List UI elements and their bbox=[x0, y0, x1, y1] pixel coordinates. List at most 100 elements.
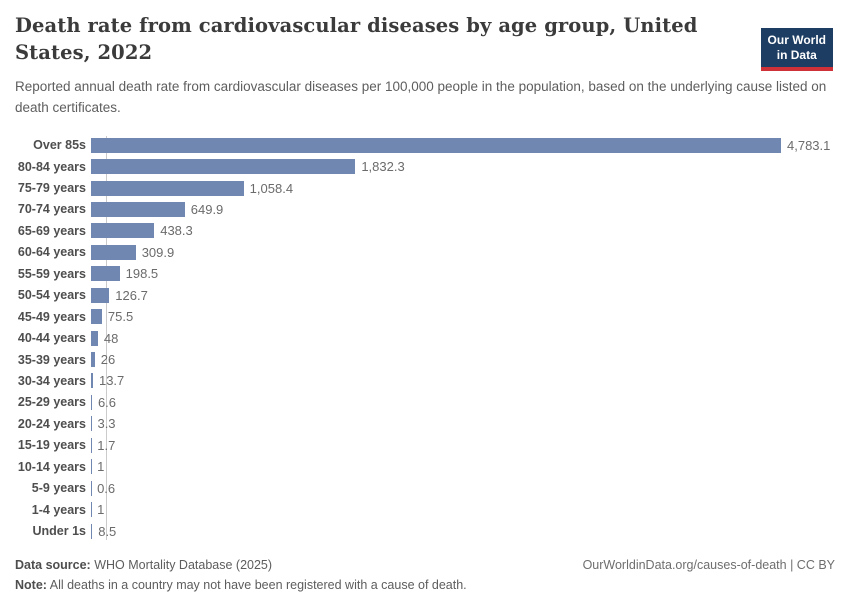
bar[interactable] bbox=[91, 309, 102, 325]
category-label: 50-54 years bbox=[17, 288, 86, 303]
chart-subtitle: Reported annual death rate from cardiova… bbox=[15, 78, 827, 115]
bar-area: 48 bbox=[91, 330, 835, 346]
chart-row: 45-49 years 75.5 bbox=[15, 306, 835, 327]
page-title: Death rate from cardiovascular diseases … bbox=[15, 14, 698, 65]
owid-url-link[interactable]: OurWorldinData.org/causes-of-death | CC … bbox=[582, 557, 835, 572]
value-label: 3.3 bbox=[97, 416, 116, 432]
value-label: 0.6 bbox=[97, 480, 116, 496]
bar[interactable] bbox=[91, 180, 244, 196]
owid-chart-page: Death rate from cardiovascular diseases … bbox=[0, 12, 850, 600]
chart-row: 20-24 years 3.3 bbox=[15, 413, 835, 434]
chart-row: 40-44 years 48 bbox=[15, 327, 835, 348]
owid-logo[interactable]: Our World in Data bbox=[760, 28, 833, 71]
bar-area: 1 bbox=[91, 502, 835, 518]
value-label: 26 bbox=[100, 352, 116, 368]
value-label: 1 bbox=[97, 459, 105, 475]
category-label: 40-44 years bbox=[17, 331, 86, 346]
bar-area: 309.9 bbox=[91, 244, 835, 260]
bar[interactable] bbox=[91, 244, 136, 260]
value-label: 309.9 bbox=[141, 244, 175, 260]
value-label: 8.5 bbox=[98, 523, 117, 539]
bar-area: 4,783.1 bbox=[91, 137, 835, 153]
note-value: All deaths in a country may not have bee… bbox=[46, 577, 467, 592]
bar[interactable] bbox=[91, 523, 93, 539]
value-label: 1 bbox=[97, 502, 105, 518]
bar-area: 1,058.4 bbox=[91, 180, 835, 196]
chart-row: 60-64 years 309.9 bbox=[15, 242, 835, 263]
bar-area: 438.3 bbox=[91, 223, 835, 239]
bar[interactable] bbox=[91, 159, 356, 175]
value-label: 13.7 bbox=[98, 373, 125, 389]
category-label: Over 85s bbox=[33, 138, 86, 153]
chart-row: 80-84 years 1,832.3 bbox=[15, 156, 835, 177]
chart-footer: Data source: WHO Mortality Database (202… bbox=[15, 558, 835, 592]
category-label: 70-74 years bbox=[17, 202, 86, 217]
chart-row: 30-34 years 13.7 bbox=[15, 370, 835, 391]
bar-area: 3.3 bbox=[91, 416, 835, 432]
category-label: 25-29 years bbox=[17, 395, 86, 410]
value-label: 438.3 bbox=[160, 223, 193, 239]
category-label: 30-34 years bbox=[17, 373, 86, 388]
value-label: 1.7 bbox=[97, 437, 116, 453]
bar[interactable] bbox=[91, 373, 93, 389]
chart-row: 10-14 years 1 bbox=[15, 456, 835, 477]
value-label: 1,832.3 bbox=[361, 159, 405, 175]
chart-row: 25-29 years 6.6 bbox=[15, 392, 835, 413]
chart-row: Over 85s 4,783.1 bbox=[15, 134, 835, 155]
value-label: 75.5 bbox=[107, 309, 134, 325]
chart-row: 65-69 years 438.3 bbox=[15, 220, 835, 241]
bar-area: 75.5 bbox=[91, 309, 835, 325]
category-label: 45-49 years bbox=[17, 309, 86, 324]
value-label: 198.5 bbox=[125, 266, 159, 282]
bar-area: 1 bbox=[91, 459, 835, 475]
bar-area: 26 bbox=[91, 352, 835, 368]
value-label: 6.6 bbox=[97, 394, 117, 410]
category-label: 15-19 years bbox=[17, 438, 86, 453]
data-source-value: WHO Mortality Database (2025) bbox=[90, 557, 273, 572]
category-label: 5-9 years bbox=[31, 481, 86, 496]
bar-area: 1.7 bbox=[91, 437, 835, 453]
category-label: 80-84 years bbox=[17, 159, 86, 174]
chart-row: 75-79 years 1,058.4 bbox=[15, 177, 835, 198]
chart-row: 70-74 years 649.9 bbox=[15, 199, 835, 220]
bar[interactable] bbox=[91, 223, 155, 239]
chart-rows: Over 85s 4,783.1 80-84 years 1,832.3 75-79 y… bbox=[15, 134, 835, 541]
bar-chart: Over 85s 4,783.1 80-84 years 1,832.3 75-79 y… bbox=[15, 134, 835, 541]
chart-header: Death rate from cardiovascular diseases … bbox=[15, 12, 835, 118]
bar-area: 1,832.3 bbox=[91, 159, 835, 175]
bar[interactable] bbox=[91, 201, 185, 217]
category-label: 55-59 years bbox=[17, 266, 86, 281]
owid-logo-line2: in Data bbox=[776, 48, 817, 62]
bar[interactable] bbox=[91, 137, 781, 153]
chart-row: 35-39 years 26 bbox=[15, 349, 835, 370]
value-label: 649.9 bbox=[190, 201, 224, 217]
bar-area: 13.7 bbox=[91, 373, 835, 389]
data-source: Data source: WHO Mortality Database (202… bbox=[15, 558, 272, 572]
bar[interactable] bbox=[91, 330, 98, 346]
data-source-label: Data source: bbox=[15, 557, 91, 572]
category-label: 20-24 years bbox=[17, 416, 86, 431]
category-label: 1-4 years bbox=[31, 502, 86, 517]
bar[interactable] bbox=[91, 352, 95, 368]
footer-note: Note: All deaths in a country may not ha… bbox=[15, 578, 835, 592]
bar[interactable] bbox=[91, 266, 120, 282]
bar-area: 6.6 bbox=[91, 394, 835, 410]
category-label: 75-79 years bbox=[17, 181, 86, 196]
value-label: 4,783.1 bbox=[787, 137, 831, 153]
category-label: 10-14 years bbox=[17, 459, 86, 474]
value-label: 48 bbox=[103, 330, 119, 346]
owid-logo-line1: Our World bbox=[767, 33, 826, 47]
value-label: 126.7 bbox=[115, 287, 148, 303]
category-label: Under 1s bbox=[32, 524, 87, 539]
bar-area: 8.5 bbox=[91, 523, 835, 539]
bar[interactable] bbox=[91, 394, 92, 410]
chart-row: 15-19 years 1.7 bbox=[15, 435, 835, 456]
bar-area: 649.9 bbox=[91, 201, 835, 217]
chart-row: 1-4 years 1 bbox=[15, 499, 835, 520]
chart-row: Under 1s 8.5 bbox=[15, 520, 835, 541]
chart-row: 55-59 years 198.5 bbox=[15, 263, 835, 284]
bar[interactable] bbox=[91, 287, 110, 303]
y-axis-line bbox=[106, 136, 107, 540]
category-label: 60-64 years bbox=[17, 245, 86, 260]
bar-area: 198.5 bbox=[91, 266, 835, 282]
